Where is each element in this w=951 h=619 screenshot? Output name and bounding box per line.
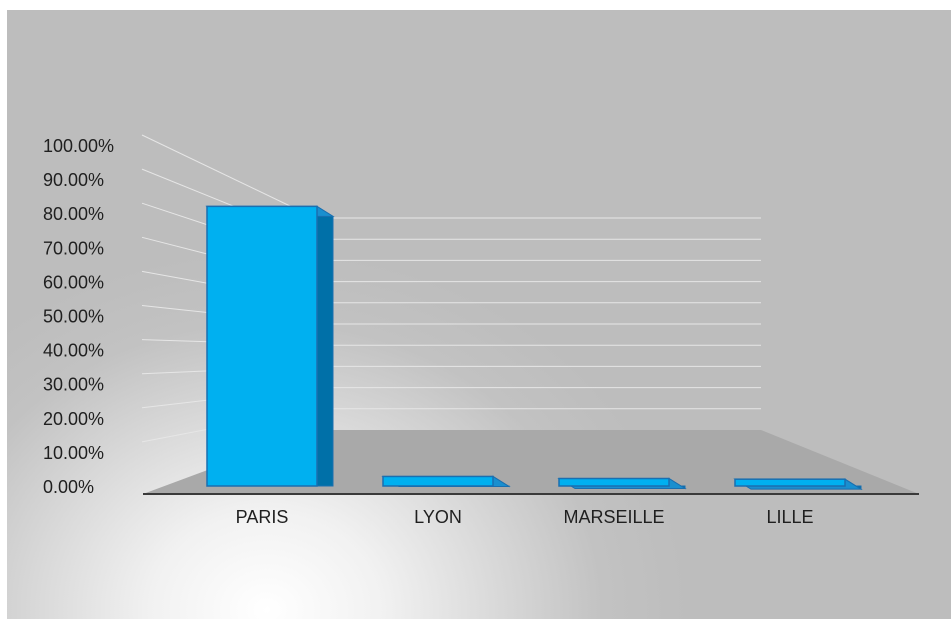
y-tick-label: 10.00% [43, 443, 104, 463]
bar-marseille [557, 477, 687, 490]
x-axis-category-labels: PARIS LYON MARSEILLE LILLE [236, 507, 814, 527]
chart-floor [143, 430, 919, 495]
category-label-lille: LILLE [766, 507, 813, 527]
bar-front-face [206, 205, 318, 487]
bar-front-face [734, 478, 846, 487]
category-label-lyon: LYON [414, 507, 462, 527]
category-label-marseille: MARSEILLE [563, 507, 664, 527]
bar-front-face [558, 477, 670, 487]
y-axis-tick-labels: 0.00% 10.00% 20.00% 30.00% 40.00% 50.00% 60.00… [43, 136, 114, 497]
bar-chart: 0.00% 10.00% 20.00% 30.00% 40.00% 50.00% 60.00… [43, 134, 919, 527]
gridline-side [141, 134, 316, 219]
y-tick-label: 30.00% [43, 375, 104, 395]
y-tick-label: 80.00% [43, 204, 104, 224]
bar-front-face [382, 475, 494, 487]
y-tick-label: 50.00% [43, 307, 104, 327]
y-tick-label: 0.00% [43, 477, 94, 497]
bar-paris [205, 205, 335, 487]
y-tick-label: 100.00% [43, 136, 114, 156]
floor-plane [143, 430, 919, 494]
bar-lyon [381, 475, 511, 488]
bar-side-face [316, 205, 334, 487]
y-tick-label: 70.00% [43, 238, 104, 258]
y-tick-label: 90.00% [43, 170, 104, 190]
chart-area: 0.00% 10.00% 20.00% 30.00% 40.00% 50.00% 60.00… [7, 10, 951, 619]
bar-lille [733, 478, 863, 491]
y-tick-label: 40.00% [43, 341, 104, 361]
y-tick-label: 60.00% [43, 272, 104, 292]
y-tick-label: 20.00% [43, 409, 104, 429]
bars [205, 205, 863, 491]
category-label-paris: PARIS [236, 507, 289, 527]
